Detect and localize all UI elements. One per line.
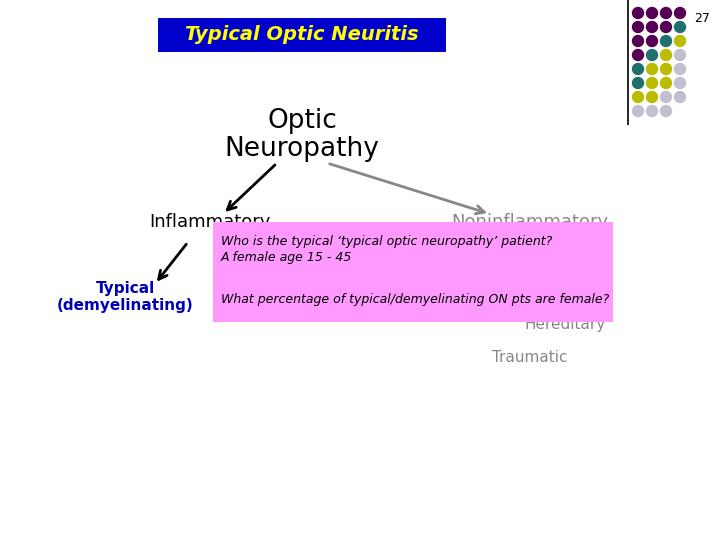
Text: Inflammatory: Inflammatory <box>149 213 271 231</box>
Circle shape <box>647 91 657 103</box>
Text: Traumatic: Traumatic <box>492 349 568 364</box>
Circle shape <box>660 8 672 18</box>
Circle shape <box>647 22 657 32</box>
Text: What percentage of typical/demyelinating ON pts are female?: What percentage of typical/demyelinating… <box>221 294 609 307</box>
Text: A female age 15 - 45: A female age 15 - 45 <box>221 252 352 265</box>
Circle shape <box>660 105 672 117</box>
Circle shape <box>660 22 672 32</box>
Text: Who is the typical ‘typical optic neuropathy’ patient?: Who is the typical ‘typical optic neurop… <box>221 235 552 248</box>
Circle shape <box>675 36 685 46</box>
Circle shape <box>660 64 672 75</box>
Circle shape <box>632 22 644 32</box>
Circle shape <box>675 22 685 32</box>
Circle shape <box>647 36 657 46</box>
Circle shape <box>660 50 672 60</box>
Text: Ischemic: Ischemic <box>496 282 564 298</box>
Circle shape <box>660 78 672 89</box>
Text: Noninflammatory: Noninflammatory <box>451 213 608 231</box>
Text: Typical Optic Neuritis: Typical Optic Neuritis <box>185 25 419 44</box>
Bar <box>158 18 446 52</box>
Circle shape <box>632 78 644 89</box>
Text: Optic
Neuropathy: Optic Neuropathy <box>225 108 379 162</box>
Circle shape <box>675 64 685 75</box>
Circle shape <box>675 78 685 89</box>
Text: Typical
(demyelinating): Typical (demyelinating) <box>57 281 194 313</box>
Circle shape <box>675 8 685 18</box>
Circle shape <box>632 91 644 103</box>
Circle shape <box>647 8 657 18</box>
Circle shape <box>675 91 685 103</box>
Circle shape <box>632 50 644 60</box>
Circle shape <box>647 105 657 117</box>
Circle shape <box>647 78 657 89</box>
Text: 27: 27 <box>694 12 710 25</box>
Circle shape <box>632 36 644 46</box>
Bar <box>213 222 613 322</box>
Circle shape <box>632 64 644 75</box>
Circle shape <box>647 64 657 75</box>
Circle shape <box>632 8 644 18</box>
Circle shape <box>660 36 672 46</box>
Circle shape <box>647 50 657 60</box>
Text: Hereditary: Hereditary <box>524 318 606 333</box>
Circle shape <box>675 50 685 60</box>
Circle shape <box>660 91 672 103</box>
Circle shape <box>632 105 644 117</box>
